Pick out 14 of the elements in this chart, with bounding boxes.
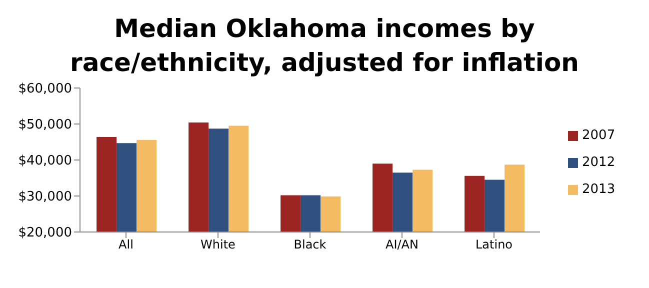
x-tick-label: All: [118, 238, 134, 252]
legend-label: 2012: [582, 155, 616, 170]
legend-label: 2007: [582, 128, 616, 143]
x-tick-label: Black: [294, 238, 326, 252]
y-tick-label: $40,000: [18, 154, 72, 169]
x-tick-label: Latino: [475, 238, 513, 252]
y-tick-label: $60,000: [18, 82, 72, 97]
y-tick-label: $20,000: [18, 226, 72, 241]
x-tick-label: AI/AN: [386, 238, 418, 252]
x-tick-label: White: [200, 238, 236, 252]
chart-title: Median Oklahoma incomes by race/ethnicity, adjusted for inflation: [69, 13, 580, 79]
y-tick-label: $50,000: [18, 118, 72, 133]
y-tick-label: $30,000: [18, 190, 72, 205]
legend-label: 2013: [582, 182, 616, 197]
